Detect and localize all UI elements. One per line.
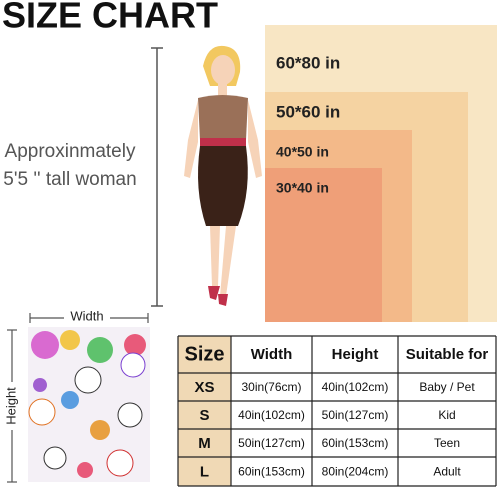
size-label: 50*60 in: [276, 102, 340, 121]
table-cell: 50in(127cm): [322, 408, 389, 422]
table-cell: Baby / Pet: [419, 380, 475, 394]
height-guide: [151, 47, 163, 307]
table-header: Size: [184, 343, 224, 365]
height-label: Height: [3, 387, 18, 425]
size-label: 60*80 in: [276, 53, 340, 72]
label-bg: [4, 382, 20, 430]
table-cell: Kid: [438, 408, 455, 422]
woman-figure: [184, 45, 262, 306]
table-cell: 80in(204cm): [322, 465, 389, 479]
size-table: Size Width Height Suitable for XS 30in(76cm) 4…: [177, 335, 497, 487]
width-label: Width: [70, 308, 103, 323]
label-bg: [64, 310, 110, 324]
table-cell: 60in(153cm): [322, 436, 389, 450]
table-cell: M: [198, 435, 211, 452]
table-cell: XS: [194, 379, 214, 396]
table-header: Height: [332, 346, 379, 363]
size-label: 40*50 in: [276, 144, 329, 160]
table-cell: 60in(153cm): [238, 465, 305, 479]
table-header: Suitable for: [406, 346, 489, 363]
title: SIZE CHART: [2, 0, 218, 36]
table-cell: 30in(76cm): [241, 380, 301, 394]
size-column-bg: [178, 336, 231, 486]
table-cell: 40in(102cm): [322, 380, 389, 394]
table-cell: 40in(102cm): [238, 408, 305, 422]
table-cell: L: [200, 463, 209, 480]
table-cell: 50in(127cm): [238, 436, 305, 450]
table-cell: Adult: [433, 465, 461, 479]
model-note: Approxinmately: [5, 141, 136, 162]
model-note: 5'5 '' tall woman: [3, 169, 136, 190]
table-cell: Teen: [434, 436, 460, 450]
blanket-image: [28, 327, 150, 482]
table-cell: S: [199, 407, 209, 424]
table-header: Width: [251, 346, 293, 363]
size-label: 30*40 in: [276, 180, 329, 196]
size-area: [265, 168, 382, 322]
